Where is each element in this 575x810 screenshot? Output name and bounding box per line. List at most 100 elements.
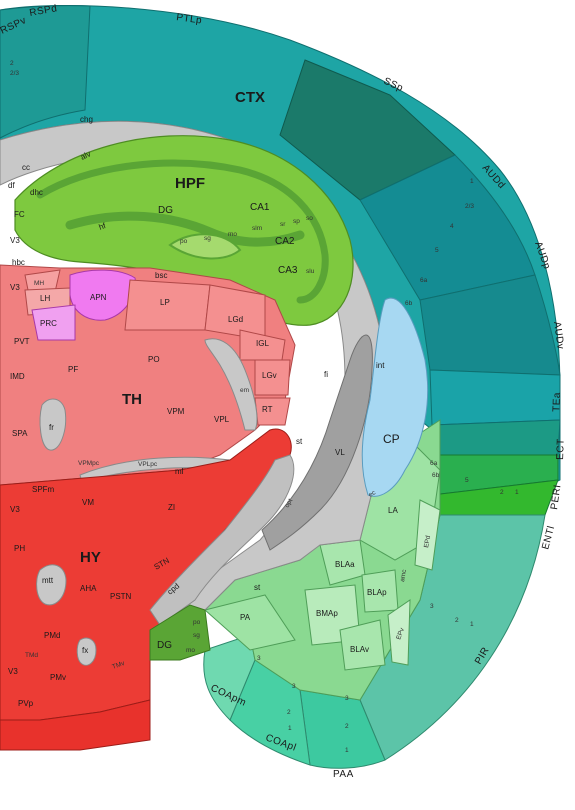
ca1-label: CA1 [250,202,270,213]
layer-label: 1 [515,489,519,496]
layer-label: 1 [288,725,292,732]
so-label: so [306,215,313,222]
lgd-region [204,284,266,341]
po-label: po [180,238,188,245]
dg-arc [168,233,242,260]
pstn-label: PSTN [110,592,132,601]
dg-lower-label: DG [157,640,172,651]
audv-label: AUDv [551,321,566,350]
chg-label: chg [80,115,93,124]
slu-label: slu [306,268,315,275]
bmap-label: BMAp [316,609,338,618]
lgd-label: LGd [228,315,243,324]
la-label: LA [388,506,398,515]
pvt-label: PVT [14,337,30,346]
opt-label: opt [284,498,295,509]
layer-label: 3 [345,695,349,702]
hpf-label: HPF [175,175,205,192]
tmv-label: TMv [111,660,126,671]
st2-label: st [254,583,261,592]
mtt-tract [36,564,67,606]
fr-label: fr [49,423,54,432]
hbc-label: hbc [12,258,25,267]
pa-label: PA [240,613,251,622]
fc-label: FC [14,210,25,219]
epv-label: EPv [395,626,406,640]
mh-label: MH [34,280,44,287]
layer-label: 2/3 [465,203,474,210]
tea-region [429,369,561,426]
cc-label: cc [22,163,30,172]
po-th-label: PO [148,355,160,364]
em-tract [204,338,258,431]
ca-band [36,159,329,304]
ypmpc-label: VPMpc [78,460,100,467]
bsc-label: bsc [155,271,167,280]
fx-tract [76,637,97,666]
hy-lower [0,699,151,751]
cpd-tract [149,454,295,626]
lateral-ventricle [261,334,373,551]
blav-region [339,619,386,671]
prc-label: PRC [40,319,57,328]
prc-region [31,304,76,341]
layer-label: 1 [470,621,474,628]
imd-label: IMD [10,372,25,381]
zi-label: ZI [168,503,175,512]
mtt-label: mtt [42,576,54,585]
layer-label: 6a [430,460,438,467]
layer-label: 3 [257,655,261,662]
cp-label: CP [383,432,400,446]
int-label: int [376,361,385,370]
layer-label: 3 [292,683,296,690]
fi-label: fi [324,370,328,379]
vm-label: VM [82,498,94,507]
em-label: em [240,387,249,394]
peri-label: PERI [549,484,563,511]
slm-label: slm [252,225,262,232]
ptlp-label: PTLp [176,12,203,26]
pvp-label: PVp [18,699,34,708]
st-label: st [296,437,303,446]
fx-label: fx [82,646,88,655]
hy-label: HY [80,549,101,566]
pf-label: PF [68,365,78,374]
epd-label: EPd [423,535,432,549]
spfm-label: SPFm [32,485,55,494]
blap-label: BLAp [367,588,387,597]
lp-label: LP [160,298,170,307]
alv-label: alv [79,149,92,161]
dhc-label: dhc [30,188,43,197]
epd-region [414,499,441,571]
layer-label: 5 [465,477,469,484]
pmv-label: PMv [50,673,66,682]
paa-label: PAA [333,769,354,780]
layer-label: 6b [432,472,440,479]
layer-label: 6a [420,277,428,284]
sp-label: sp [293,218,300,225]
th-label: TH [122,391,142,408]
apn-label: APN [90,293,107,302]
pmd-label: PMd [44,631,60,640]
vplpc-label: VPLpc [138,461,158,468]
fr-tract [39,398,67,451]
rspd-label: RSPd [29,3,59,19]
layer-label: 1 [470,178,474,185]
layer-label: 5 [435,247,439,254]
hf-label: hf [98,221,108,232]
df-label: df [8,181,15,190]
pa-region [203,594,296,651]
ec-label: ec [368,489,378,499]
v3-label: V3 [10,283,20,292]
spa-label: SPA [12,429,28,438]
ml-label: ml [175,467,184,476]
rt-label: RT [262,405,273,414]
layer-label: 2/3 [10,70,19,77]
ph-label: PH [14,544,25,553]
layer-label: 2 [287,709,291,716]
vl-label: VL [335,448,345,457]
lgv-label: LGv [262,371,277,380]
vpm-label: VPM [167,407,185,416]
mo-label: mo [228,231,237,238]
